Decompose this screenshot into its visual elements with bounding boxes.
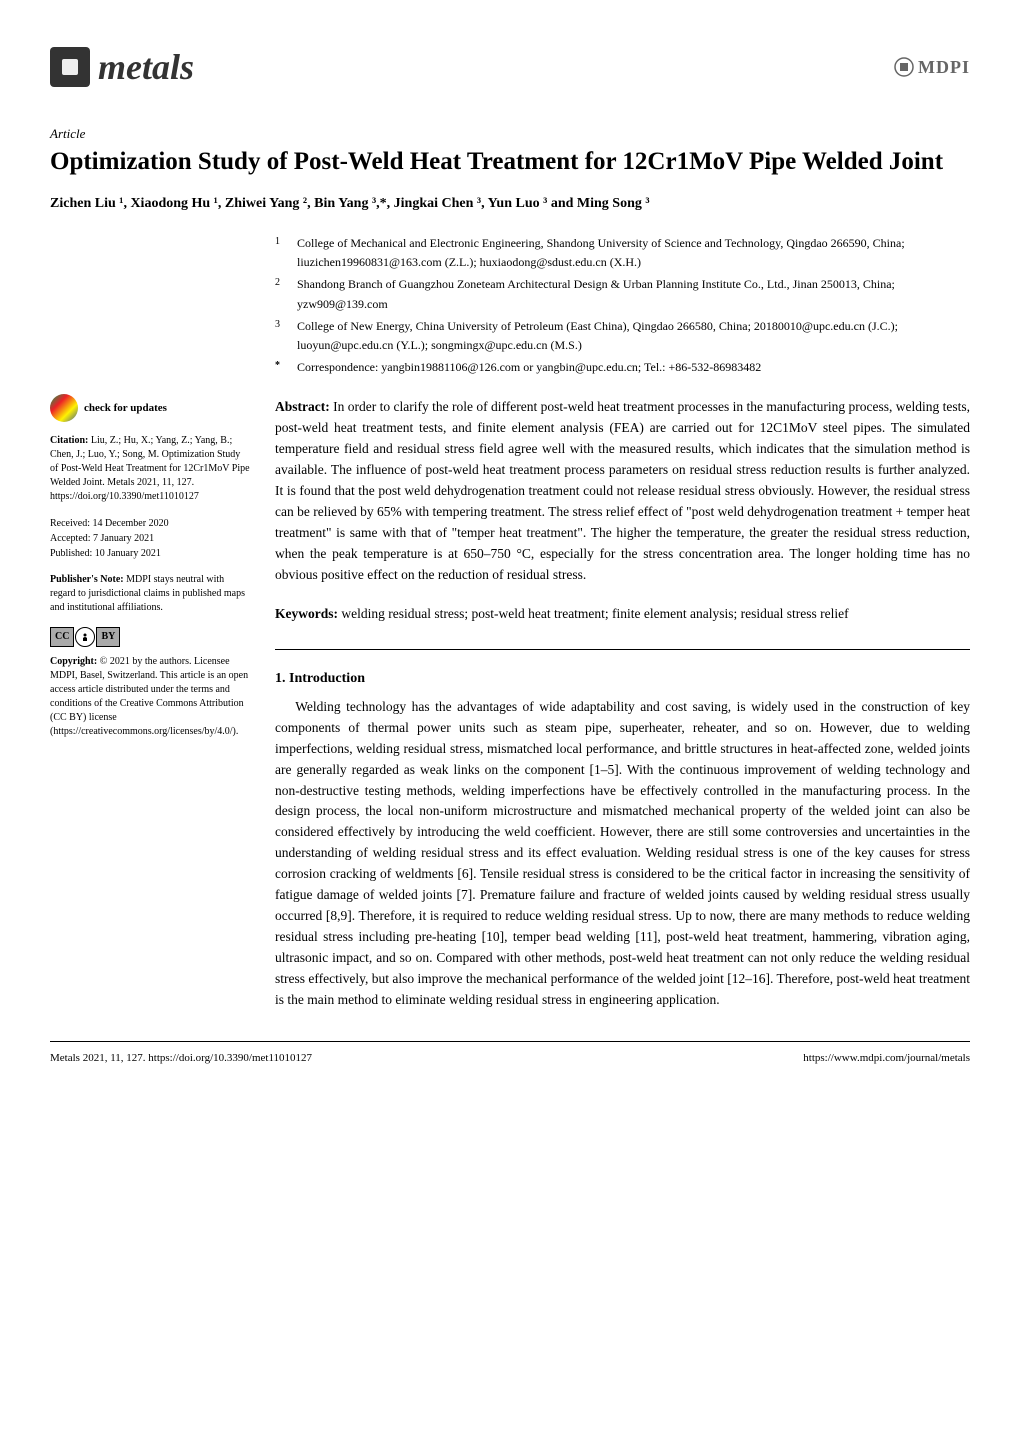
- by-text: BY: [96, 627, 120, 647]
- section-divider: [275, 649, 970, 650]
- cc-icon: CC: [50, 627, 74, 647]
- article-type: Article: [50, 124, 970, 144]
- abstract-text: In order to clarify the role of differen…: [275, 399, 970, 581]
- copyright-text: © 2021 by the authors. Licensee MDPI, Ba…: [50, 656, 248, 737]
- main-content: check for updates Citation: Liu, Z.; Hu,…: [50, 234, 970, 1011]
- footer-right: https://www.mdpi.com/journal/metals: [803, 1050, 970, 1067]
- affiliation-row: * Correspondence: yangbin19881106@126.co…: [275, 358, 970, 377]
- keywords-text: welding residual stress; post-weld heat …: [341, 606, 848, 621]
- citation-label: Citation:: [50, 435, 88, 446]
- affil-text: College of New Energy, China University …: [297, 317, 970, 355]
- abstract-label: Abstract:: [275, 399, 330, 414]
- abstract-block: Abstract: In order to clarify the role o…: [275, 397, 970, 585]
- affiliation-row: 3 College of New Energy, China Universit…: [275, 317, 970, 355]
- affil-num: 3: [275, 317, 287, 355]
- sidebar: check for updates Citation: Liu, Z.; Hu,…: [50, 234, 250, 1011]
- copyright-block: Copyright: © 2021 by the authors. Licens…: [50, 655, 250, 739]
- citation-block: Citation: Liu, Z.; Hu, X.; Yang, Z.; Yan…: [50, 434, 250, 504]
- affiliation-row: 1 College of Mechanical and Electronic E…: [275, 234, 970, 272]
- affil-text: College of Mechanical and Electronic Eng…: [297, 234, 970, 272]
- header: metals MDPI: [50, 40, 970, 94]
- check-updates-icon: [50, 394, 78, 422]
- footer-left: Metals 2021, 11, 127. https://doi.org/10…: [50, 1050, 312, 1067]
- affiliation-row: 2 Shandong Branch of Guangzhou Zoneteam …: [275, 275, 970, 313]
- accepted-date: Accepted: 7 January 2021: [50, 531, 250, 546]
- article-title: Optimization Study of Post-Weld Heat Tre…: [50, 146, 970, 179]
- affil-text: Shandong Branch of Guangzhou Zoneteam Ar…: [297, 275, 970, 313]
- check-updates[interactable]: check for updates: [50, 394, 250, 422]
- published-date: Published: 10 January 2021: [50, 546, 250, 561]
- journal-name: metals: [98, 40, 194, 94]
- received-date: Received: 14 December 2020: [50, 516, 250, 531]
- by-icon: [75, 627, 95, 647]
- copyright-label: Copyright:: [50, 656, 97, 667]
- affiliations: 1 College of Mechanical and Electronic E…: [275, 234, 970, 377]
- affil-num: *: [275, 358, 287, 377]
- keywords-label: Keywords:: [275, 606, 338, 621]
- keywords-block: Keywords: welding residual stress; post-…: [275, 604, 970, 624]
- section-heading: 1. Introduction: [275, 668, 970, 689]
- cc-badge: CC BY: [50, 627, 120, 647]
- affil-num: 2: [275, 275, 287, 313]
- article-body: 1 College of Mechanical and Electronic E…: [275, 234, 970, 1011]
- dates-block: Received: 14 December 2020 Accepted: 7 J…: [50, 516, 250, 561]
- publisher-name: MDPI: [918, 54, 970, 81]
- page-footer: Metals 2021, 11, 127. https://doi.org/10…: [50, 1041, 970, 1067]
- check-updates-text: check for updates: [84, 402, 167, 414]
- affil-num: 1: [275, 234, 287, 272]
- body-paragraph: Welding technology has the advantages of…: [275, 697, 970, 1011]
- journal-logo: metals: [50, 40, 194, 94]
- affil-text: Correspondence: yangbin19881106@126.com …: [297, 358, 970, 377]
- journal-logo-icon: [50, 47, 90, 87]
- publisher-note-label: Publisher's Note:: [50, 574, 124, 585]
- publisher-logo: MDPI: [894, 54, 970, 81]
- authors-line: Zichen Liu ¹, Xiaodong Hu ¹, Zhiwei Yang…: [50, 193, 970, 214]
- publisher-note-block: Publisher's Note: MDPI stays neutral wit…: [50, 573, 250, 615]
